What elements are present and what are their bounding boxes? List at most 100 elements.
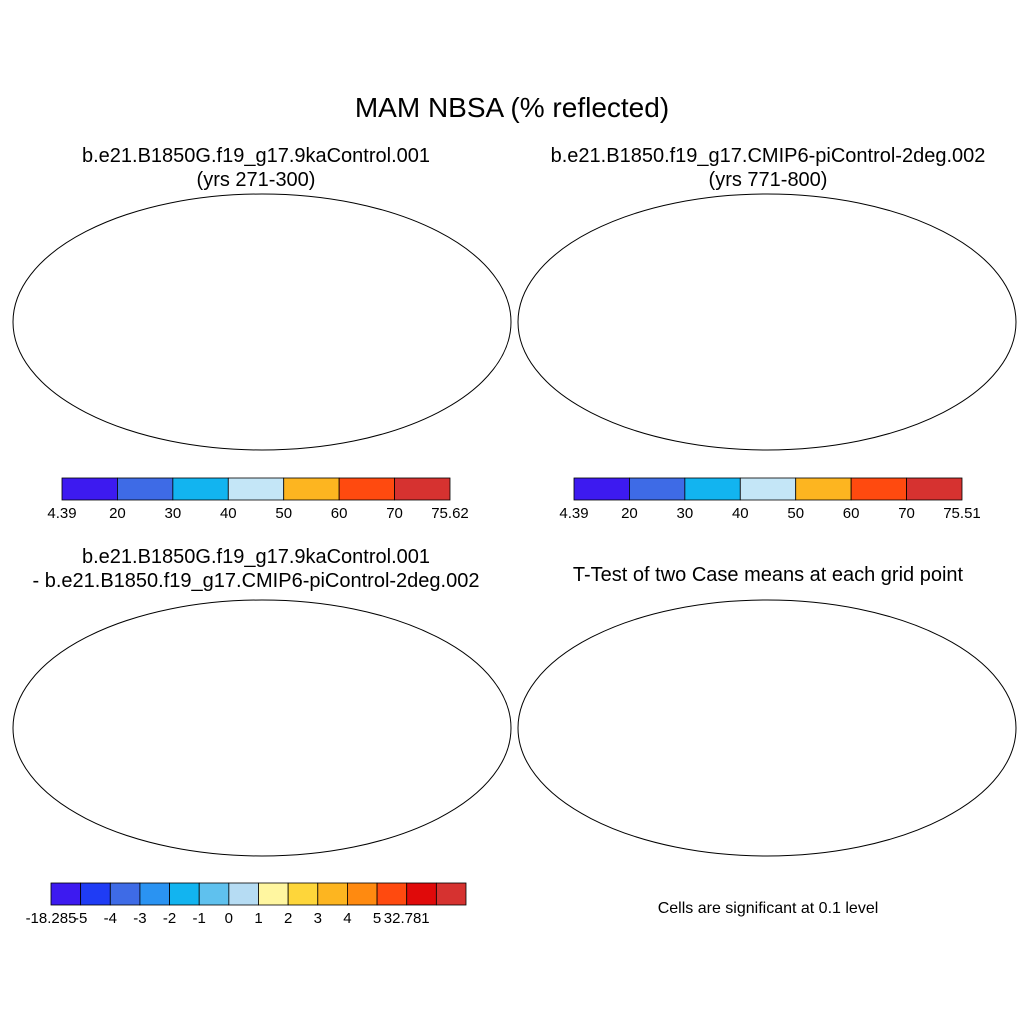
colorbar-tick-label: 50 <box>275 505 292 522</box>
land-indonesia <box>867 730 927 744</box>
map-panel-case2 <box>517 193 1017 451</box>
land-eurasia <box>234 616 452 733</box>
colorbar-tick-label: 75.62 <box>431 505 469 522</box>
land-australia <box>897 742 947 786</box>
colorbar-box <box>258 882 289 906</box>
land-indonesia <box>362 324 422 338</box>
panel-title-line: - b.e21.B1850.f19_g17.CMIP6-piControl-2d… <box>32 570 480 592</box>
significance-note: Cells are significant at 0.1 level <box>657 900 879 917</box>
land-africa <box>230 694 310 790</box>
land-antarctica <box>587 822 947 856</box>
map-outline <box>12 193 512 451</box>
land-northAmerica <box>542 618 677 726</box>
land-antarctica <box>82 822 442 856</box>
land-northAmerica <box>37 212 172 320</box>
colorbar-box <box>406 882 437 906</box>
colorbar-box <box>80 882 111 906</box>
colorbar-box <box>227 477 285 501</box>
colorbar-box <box>117 477 174 501</box>
land-indonesia <box>867 324 927 338</box>
colorbar-tick-label: 70 <box>386 505 403 522</box>
colorbar-box <box>795 477 852 501</box>
land-southAmerica <box>112 312 177 402</box>
land-eurasia <box>234 210 452 327</box>
panel-title-line: b.e21.B1850G.f19_g17.9kaControl.001 <box>81 546 431 568</box>
colorbar-box <box>850 477 907 501</box>
colorbar-tick-label: -1 <box>193 910 206 927</box>
colorbar-box <box>629 477 686 501</box>
colorbar-difference: -18.285-5 -4 -3 -2 -1 0 1 2 3 4 5 32.781 <box>26 882 467 927</box>
colorbar-tick-label: -3 <box>133 910 146 927</box>
colorbar-tick-label: 50 <box>787 505 804 522</box>
colorbar-tick-label: 4.39 <box>47 505 76 522</box>
desert-high-albedo <box>749 308 819 332</box>
land-antarctica <box>82 416 442 450</box>
colorbar-box <box>338 477 395 501</box>
colorbar-box <box>61 477 118 501</box>
colorbar-box <box>283 477 340 501</box>
map-panel-case1 <box>12 193 512 451</box>
map-outline <box>12 599 512 857</box>
map-outline <box>517 193 1017 451</box>
colorbar-box <box>287 882 319 906</box>
colorbar-box <box>139 882 170 906</box>
land-greenland <box>649 196 705 236</box>
siberia-positive-anomaly <box>302 628 382 650</box>
colorbar-box <box>573 477 630 501</box>
land-africa <box>735 288 815 384</box>
land-australia <box>897 336 947 380</box>
colorbar-box <box>317 882 348 906</box>
desert-high-albedo <box>244 308 314 332</box>
land-indonesia <box>362 730 422 744</box>
colorbar-box <box>394 477 451 501</box>
land-eurasia <box>739 210 957 327</box>
map-panel-difference <box>12 599 512 857</box>
land-africa <box>735 694 815 790</box>
land-greenland <box>144 602 200 642</box>
colorbar-tick-label: 20 <box>621 505 638 522</box>
colorbar-tick-label: 60 <box>331 505 348 522</box>
colorbar-box <box>172 477 229 501</box>
land-australia <box>392 336 442 380</box>
colorbar-tick-label: 75.51 <box>943 505 981 522</box>
panel-title-line: b.e21.B1850.f19_g17.CMIP6-piControl-2deg… <box>550 145 986 167</box>
land-northAmerica <box>542 212 677 320</box>
land-greenland <box>144 196 200 236</box>
colorbar-tick-label: 5 <box>373 910 381 927</box>
colorbar-tick-label: 30 <box>677 505 694 522</box>
colorbar-tick-label: 4 <box>343 910 351 927</box>
land-southAmerica <box>112 718 177 808</box>
colorbar-case1: 4.39 20 30 40 50 60 70 75.62 <box>47 477 469 522</box>
colorbar-tick-label: -4 <box>104 910 117 927</box>
land-southAmerica <box>617 718 682 808</box>
colorbar-box <box>169 882 200 906</box>
canada-positive-anomaly <box>97 628 150 660</box>
panel-title-difference: b.e21.B1850G.f19_g17.9kaControl.001 - b.… <box>0 545 532 593</box>
figure-title: MAM NBSA (% reflected) <box>354 92 670 123</box>
colorbar-tick-label: 0 <box>225 910 233 927</box>
land-northAmerica <box>37 618 172 726</box>
colorbar-tick-label: 20 <box>109 505 126 522</box>
colorbar-tick-label: 40 <box>220 505 237 522</box>
panel-title-line: (yrs 271-300) <box>196 169 316 191</box>
panel-title-line: (yrs 771-800) <box>708 169 828 191</box>
colorbar-tick-label: 40 <box>732 505 749 522</box>
colorbar-box <box>435 882 467 906</box>
colorbar-tick-label: -18.285 <box>26 910 77 927</box>
colorbar-box <box>198 882 230 906</box>
land-australia <box>392 742 442 786</box>
colorbar-box <box>906 477 963 501</box>
colorbar-tick-label: 1 <box>254 910 262 927</box>
arctic-high-albedo <box>102 194 242 218</box>
land-antarctica <box>587 416 947 450</box>
colorbar-tick-label: 32.781 <box>384 910 430 927</box>
colorbar-tick-label: 3 <box>314 910 322 927</box>
colorbar-box <box>684 477 741 501</box>
colorbar-tick-label: 30 <box>165 505 182 522</box>
map-outline <box>517 599 1017 857</box>
arctic-high-albedo <box>607 194 747 218</box>
land-africa <box>230 288 310 384</box>
colorbar-tick-label: -5 <box>74 910 87 927</box>
colorbar-tick-label: -2 <box>163 910 176 927</box>
panel-title-line: T-Test of two Case means at each grid po… <box>572 564 964 586</box>
